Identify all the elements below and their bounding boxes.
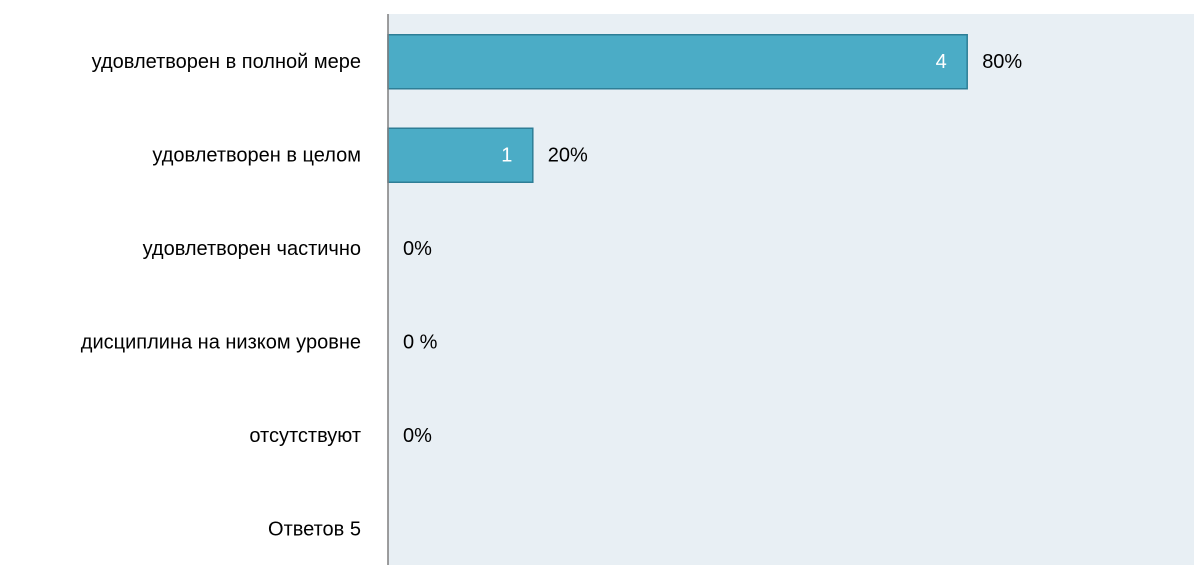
- category-label: удовлетворен в полной мере: [92, 51, 361, 73]
- bar: [387, 34, 968, 90]
- percent-label: 20%: [548, 144, 588, 166]
- labels-group: удовлетворен в полной мере 4 80% удовлетвор…: [81, 51, 1023, 541]
- bar-count-label: 1: [501, 144, 512, 166]
- bar: [387, 127, 534, 183]
- bar-count-label: 4: [936, 51, 947, 73]
- percent-label: 0 %: [403, 331, 438, 353]
- category-label: удовлетворен частично: [143, 238, 361, 260]
- category-label: дисциплина на низком уровне: [81, 331, 361, 353]
- percent-label: 80%: [982, 51, 1022, 73]
- category-label: отсутствуют: [249, 425, 361, 447]
- percent-label: 0%: [403, 425, 432, 447]
- bars-group: [387, 34, 968, 183]
- percent-label: 0%: [403, 238, 432, 260]
- plot-area: [388, 14, 1194, 565]
- category-label: удовлетворен в целом: [152, 144, 361, 166]
- category-label: Ответов 5: [268, 518, 361, 540]
